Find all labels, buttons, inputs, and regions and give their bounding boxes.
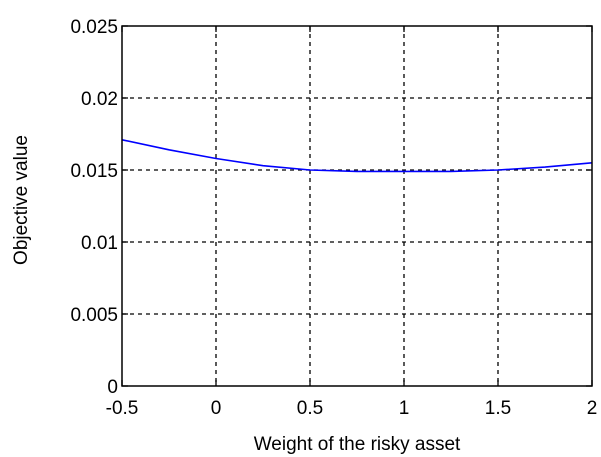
y-tick-label: 0.01: [81, 233, 118, 254]
x-tick-label: -0.5: [106, 398, 139, 419]
x-axis-label: Weight of the risky asset: [254, 434, 461, 455]
y-tick-label: 0: [107, 377, 118, 398]
x-tick-label: 1: [399, 398, 410, 419]
x-tick-label: 0: [211, 398, 222, 419]
x-tick-labels: -0.5 0 0.5 1 1.5 2: [106, 398, 598, 419]
y-tick-label: 0.015: [70, 161, 118, 182]
axes-frame: [121, 25, 593, 387]
series-layer: [121, 139, 593, 173]
y-tick-label: 0.02: [81, 89, 118, 110]
plot-area-group: [122, 26, 592, 386]
x-tick-label: 2: [587, 398, 598, 419]
series-line: [121, 139, 593, 173]
x-tick-label: 0.5: [297, 398, 323, 419]
plot-area: [122, 26, 592, 386]
y-tick-label: 0.025: [70, 17, 118, 38]
y-axis-label: Objective value: [11, 135, 32, 265]
x-tick-label: 1.5: [485, 398, 511, 419]
grid-layer: [122, 26, 592, 386]
axes-frame-group: [121, 25, 593, 387]
y-tick-labels: 0 0.005 0.01 0.015 0.02 0.025: [70, 17, 118, 398]
y-tick-label: 0.005: [70, 305, 118, 326]
